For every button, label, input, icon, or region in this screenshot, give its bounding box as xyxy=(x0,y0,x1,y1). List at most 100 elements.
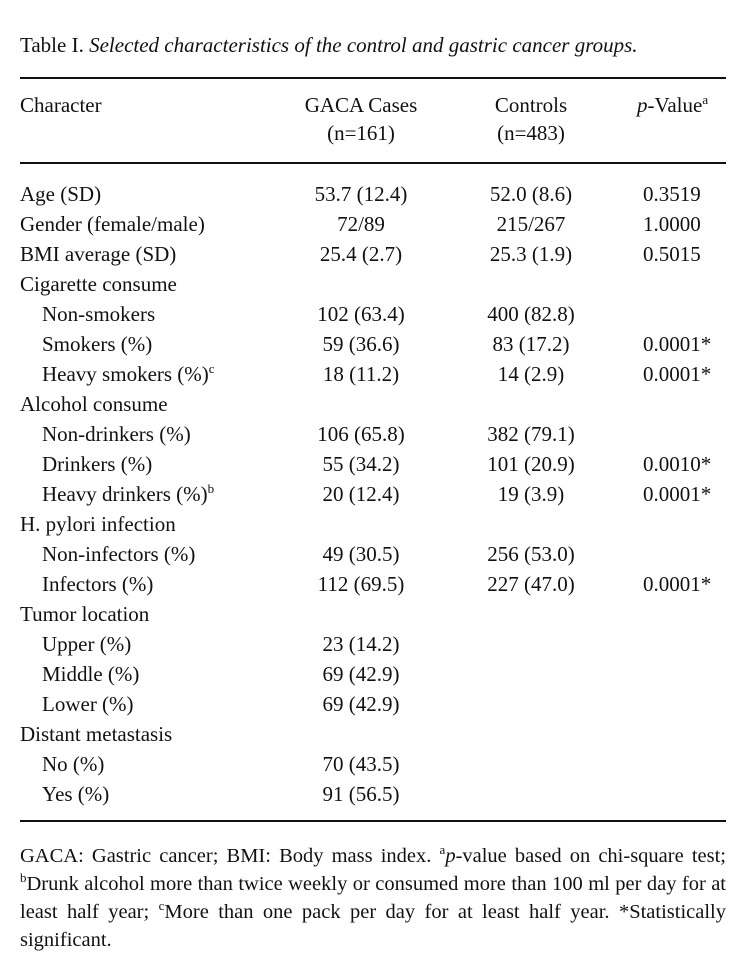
cell-cases: 53.7 (12.4) xyxy=(314,182,408,206)
cell-cases: 23 (14.2) xyxy=(322,632,400,656)
label-text: Age (SD) xyxy=(20,182,102,206)
label-text: Non-drinkers (%) xyxy=(42,422,191,446)
cell-controls: 227 (47.0) xyxy=(487,572,575,596)
cell-controls: 382 (79.1) xyxy=(487,422,575,446)
footnote-text: Drunk alcohol more than twice weekly or … xyxy=(20,873,726,923)
label-text: Smokers (%) xyxy=(42,332,153,356)
cell-pvalue: 1.0000 xyxy=(643,212,701,236)
footnote-text: More than one pack per day for at least … xyxy=(20,901,726,951)
label-text: Non-smokers xyxy=(42,302,156,326)
cell-controls: 19 (3.9) xyxy=(497,482,565,506)
cell-cases: 106 (65.8) xyxy=(317,422,405,446)
cell-cases: 59 (36.6) xyxy=(322,332,400,356)
header-pvalue-sup: a xyxy=(702,92,709,107)
cell-pvalue: 0.5015 xyxy=(643,242,701,266)
cell-cases: 18 (11.2) xyxy=(322,362,400,386)
sub-row-label: Heavy drinkers (%)b xyxy=(42,480,214,508)
label-text: Cigarette consume xyxy=(20,272,177,296)
row-label: Age (SD) xyxy=(20,180,101,208)
cell-controls: 256 (53.0) xyxy=(487,542,575,566)
cell-pvalue: 0.0001* xyxy=(643,362,712,386)
bottom-rule xyxy=(20,820,726,822)
label-text: H. pylori infection xyxy=(20,512,176,536)
header-pvalue: p-Valuea xyxy=(637,91,708,119)
label-text: Lower (%) xyxy=(42,692,134,716)
sub-row-label: Heavy smokers (%)c xyxy=(42,360,215,388)
table-title: Table I. Selected characteristics of the… xyxy=(20,31,638,59)
table-caption: Selected characteristics of the control … xyxy=(89,33,638,57)
label-text: Tumor location xyxy=(20,602,150,626)
footnote: GACA: Gastric cancer; BMI: Body mass ind… xyxy=(20,842,726,954)
sub-row-label: No (%) xyxy=(42,750,104,778)
top-rule xyxy=(20,77,726,79)
row-label: H. pylori infection xyxy=(20,510,176,538)
label-text: Yes (%) xyxy=(42,782,110,806)
header-controls: Controls (n=483) xyxy=(495,91,567,147)
cell-controls: 25.3 (1.9) xyxy=(489,242,573,266)
sub-row-label: Non-drinkers (%) xyxy=(42,420,191,448)
row-label: Distant metastasis xyxy=(20,720,172,748)
sub-row-label: Lower (%) xyxy=(42,690,134,718)
footnote-sup: c xyxy=(158,898,165,913)
header-character: Character xyxy=(20,93,102,117)
label-text: Alcohol consume xyxy=(20,392,168,416)
sub-row-label: Yes (%) xyxy=(42,780,109,808)
label-text: Heavy drinkers (%) xyxy=(42,482,208,506)
row-label: Tumor location xyxy=(20,600,149,628)
label-text: Non-infectors (%) xyxy=(42,542,196,566)
footnote-em: p xyxy=(445,845,456,867)
label-text: Middle (%) xyxy=(42,662,140,686)
cell-controls: 400 (82.8) xyxy=(487,302,575,326)
cell-pvalue: 0.3519 xyxy=(643,182,701,206)
cell-pvalue: 0.0010* xyxy=(643,452,712,476)
footnote-text: -value based on chi-square test; xyxy=(455,845,726,867)
label-text: Gender (female/male) xyxy=(20,212,205,236)
cell-controls: 101 (20.9) xyxy=(487,452,575,476)
row-label: Gender (female/male) xyxy=(20,210,205,238)
cell-cases: 102 (63.4) xyxy=(317,302,405,326)
table-label: Table I. xyxy=(20,33,84,57)
row-label: BMI average (SD) xyxy=(20,240,176,268)
cell-controls: 14 (2.9) xyxy=(497,362,565,386)
label-text: Upper (%) xyxy=(42,632,132,656)
sub-row-label: Upper (%) xyxy=(42,630,131,658)
cell-cases: 72/89 xyxy=(337,212,385,236)
label-sup: b xyxy=(207,481,215,496)
header-line: GACA Cases xyxy=(304,93,418,117)
label-text: Infectors (%) xyxy=(42,572,154,596)
label-text: No (%) xyxy=(42,752,105,776)
cell-cases: 70 (43.5) xyxy=(322,752,400,776)
header-line: (n=483) xyxy=(497,121,565,145)
label-text: Drinkers (%) xyxy=(42,452,153,476)
sub-row-label: Drinkers (%) xyxy=(42,450,152,478)
cell-cases: 91 (56.5) xyxy=(322,782,400,806)
header-rule xyxy=(20,162,726,164)
sub-row-label: Middle (%) xyxy=(42,660,139,688)
cell-cases: 20 (12.4) xyxy=(322,482,400,506)
header-pvalue-text: -Value xyxy=(647,93,703,117)
cell-cases: 49 (30.5) xyxy=(322,542,400,566)
label-text: Distant metastasis xyxy=(20,722,173,746)
row-label: Alcohol consume xyxy=(20,390,168,418)
header-cases: GACA Cases (n=161) xyxy=(305,91,418,147)
sub-row-label: Infectors (%) xyxy=(42,570,153,598)
sub-row-label: Non-infectors (%) xyxy=(42,540,195,568)
cell-cases: 69 (42.9) xyxy=(322,692,400,716)
header-line: (n=161) xyxy=(327,121,395,145)
cell-controls: 52.0 (8.6) xyxy=(489,182,573,206)
sub-row-label: Non-smokers xyxy=(42,300,155,328)
footnote-text: GACA: Gastric cancer; BMI: Body mass ind… xyxy=(20,845,440,867)
label-text: BMI average (SD) xyxy=(20,242,177,266)
cell-controls: 215/267 xyxy=(496,212,566,236)
footnote-sup: b xyxy=(20,870,27,885)
header-line: Controls xyxy=(494,93,568,117)
cell-pvalue: 0.0001* xyxy=(643,572,712,596)
cell-controls: 83 (17.2) xyxy=(492,332,570,356)
footnote-sup: a xyxy=(439,842,446,857)
cell-cases: 55 (34.2) xyxy=(322,452,400,476)
cell-cases: 112 (69.5) xyxy=(317,572,405,596)
cell-cases: 69 (42.9) xyxy=(322,662,400,686)
label-sup: c xyxy=(208,361,215,376)
